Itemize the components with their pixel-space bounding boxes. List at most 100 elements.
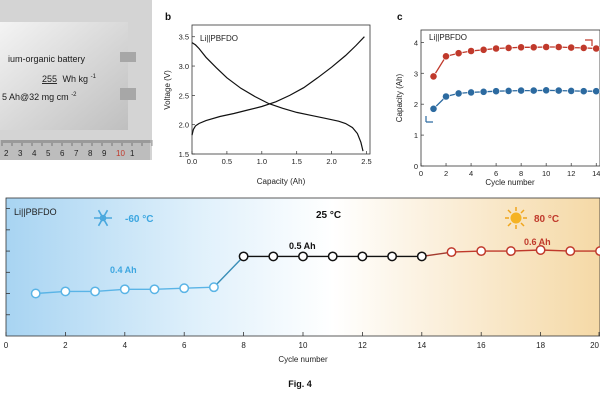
panel-d-point [387, 251, 398, 262]
panel-c-point-blue [517, 86, 525, 95]
panel-c-point-red [554, 43, 563, 51]
panel-b-ylabel: Voltage (V) [163, 70, 172, 110]
panel-c-point-blue [479, 87, 488, 96]
figure-caption: Fig. 4 [288, 379, 312, 389]
panel-d-x-tick-label: 0 [4, 341, 9, 350]
panel-c-frame [420, 29, 600, 167]
hot-temp-label: 80 °C [534, 214, 559, 225]
panel-b-x-tick-label: 1.0 [257, 157, 267, 166]
panel-c-x-tick-label: 10 [542, 169, 550, 178]
ruler-number: 8 [88, 149, 93, 158]
panel-c-x-tick-label: 0 [419, 169, 423, 178]
hot-cap-label: 0.6 Ah [524, 237, 551, 247]
panel-c-point-red [454, 49, 463, 58]
panel-b: b Li||PBFDO 0.0 0.5 1.0 1.5 2.0 2.5 1.5 2.0 2.5… [163, 12, 372, 186]
panel-d-connector [213, 255, 245, 288]
panel-d-x-tick-label: 8 [241, 341, 246, 350]
panel-c-point-blue [429, 104, 438, 113]
panel-c-point-red [579, 44, 588, 52]
panel-c-point-red [529, 43, 538, 52]
ruler-number: 3 [18, 149, 23, 158]
photo-energy-value: 255 [42, 74, 57, 84]
panel-c-point-red [517, 43, 525, 52]
panel-d-x-tick-label: 10 [299, 341, 308, 350]
ruler-numbers: 2 3 4 5 6 7 8 9 10 1 [4, 149, 135, 158]
panel-c-point-blue [579, 87, 588, 96]
panel-c-y-tick-label: 3 [414, 69, 418, 78]
panel-d-point [30, 288, 41, 299]
panel-c-point-red [542, 43, 551, 51]
panel-d-point [476, 246, 487, 257]
panel-d-plot [30, 245, 600, 299]
photo-label-line1: ium-organic battery [8, 54, 86, 64]
panel-c-y-tick-label: 1 [414, 131, 418, 140]
panel-d-line [451, 249, 600, 253]
panel-d-point [505, 246, 516, 257]
panel-b-frame [191, 24, 371, 155]
panel-d-x-tick-label: 14 [417, 341, 426, 350]
room-temp-label: 25 °C [316, 210, 341, 221]
photo-cap-line: 5 Ah@32 mg cm [2, 92, 69, 102]
panel-c-x-tick-label: 6 [494, 169, 498, 178]
ruler-number: 6 [60, 149, 65, 158]
panel-c-point-blue [554, 86, 563, 95]
battery-tab [120, 88, 136, 100]
panel-b-y-axis: 1.5 2.0 2.5 3.0 3.5 [179, 33, 195, 159]
panel-b-y-tick-label: 2.0 [179, 121, 189, 130]
panel-d-point [446, 247, 457, 258]
ruler-number: 1 [130, 149, 135, 158]
panel-c-point-blue [567, 87, 576, 95]
photo-energy-unit: Wh kg [63, 74, 89, 84]
panel-d-point [60, 286, 71, 297]
panel-d-point [208, 282, 219, 293]
panel-d-point [357, 251, 368, 262]
panel-c-right-axis-marker [585, 39, 593, 46]
panel-b-x-tick-label: 0.0 [187, 157, 197, 166]
cold-cap-label: 0.4 Ah [110, 265, 137, 275]
panel-d-x-tick-label: 16 [477, 341, 486, 350]
panel-c-point-blue [542, 86, 551, 95]
panel-d-point [416, 251, 427, 262]
panel-b-y-tick-label: 2.5 [179, 91, 189, 100]
panel-d-x-tick-label: 20 [590, 341, 599, 350]
panel-d-x-tick-label: 4 [123, 341, 128, 350]
panel-d-point [327, 251, 338, 262]
panel-b-x-tick-label: 0.5 [222, 157, 232, 166]
panel-d-connector [421, 251, 452, 258]
panel-c-point-blue [504, 87, 513, 95]
panel-d-x-axis: 0 2 4 6 8 10 12 14 16 18 20 [4, 332, 600, 350]
panel-c-point-red [567, 43, 576, 52]
panel-c-point-blue [467, 88, 475, 97]
panel-c-x-tick-label: 8 [519, 169, 523, 178]
panel-c-x-tick-label: 4 [469, 169, 473, 178]
panel-c-x-tick-label: 14 [592, 169, 600, 178]
panel-d-x-tick-label: 18 [536, 341, 545, 350]
panel-b-x-tick-label: 2.0 [326, 157, 336, 166]
panel-c-plot [429, 43, 600, 113]
panel-b-x-tick-label: 2.5 [361, 157, 371, 166]
panel-c-y-tick-label: 4 [414, 38, 418, 47]
panel-c-point-red [592, 44, 600, 53]
panel-c-x-tick-label: 12 [567, 169, 575, 178]
panel-c-point-blue [592, 87, 600, 96]
panel-c-point-red [442, 52, 450, 61]
ruler-number: 2 [4, 149, 9, 158]
panel-b-y-tick-label: 1.5 [179, 150, 189, 159]
panel-d-point [595, 246, 600, 257]
panel-b-curve-charge [191, 36, 365, 136]
panel-d-point [149, 284, 160, 295]
ruler-number: 4 [32, 149, 37, 158]
panel-d: Li||PBFDO -60 °C 25 °C 80 °C 0.4 Ah 0.5 … [4, 197, 600, 364]
ruler-number: 9 [102, 149, 107, 158]
panel-b-label: b [165, 12, 171, 23]
panel-b-x-axis: 0.0 0.5 1.0 1.5 2.0 2.5 [187, 151, 372, 166]
panel-c-y-axis: 0 1 2 3 4 [414, 38, 424, 171]
panel-d-x-tick-label: 6 [182, 341, 187, 350]
panel-c-point-blue [454, 89, 463, 98]
panel-b-legend: Li||PBFDO [200, 34, 238, 43]
panel-c-label: c [397, 12, 403, 23]
panel-b-y-tick-label: 3.5 [179, 33, 189, 42]
panel-d-point [179, 283, 190, 294]
